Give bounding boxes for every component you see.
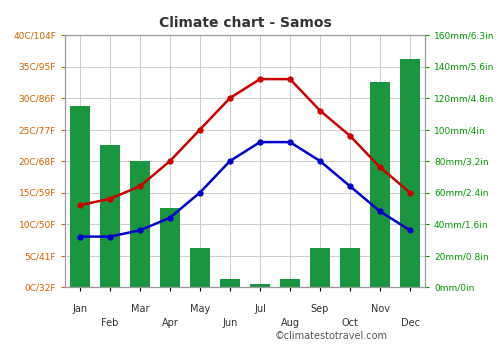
Bar [280, 279, 300, 287]
Text: Jun: Jun [222, 317, 238, 328]
Text: ©climatestotravel.com: ©climatestotravel.com [275, 331, 388, 341]
Text: Jan: Jan [72, 304, 88, 314]
Bar [370, 82, 390, 287]
Text: Apr: Apr [162, 317, 178, 328]
Text: Oct: Oct [342, 317, 358, 328]
Title: Climate chart - Samos: Climate chart - Samos [158, 16, 332, 30]
Text: May: May [190, 304, 210, 314]
Bar [310, 248, 330, 287]
Bar [100, 145, 120, 287]
Bar [70, 106, 90, 287]
Bar [130, 161, 150, 287]
Bar [160, 208, 180, 287]
Text: Sep: Sep [311, 304, 329, 314]
Text: Aug: Aug [280, 317, 299, 328]
Bar [220, 279, 240, 287]
Bar [190, 248, 210, 287]
Text: Dec: Dec [400, 317, 419, 328]
Bar [340, 248, 360, 287]
Bar [400, 58, 420, 287]
Text: Jul: Jul [254, 304, 266, 314]
Text: Mar: Mar [131, 304, 149, 314]
Bar [250, 284, 270, 287]
Text: Nov: Nov [370, 304, 390, 314]
Text: Feb: Feb [102, 317, 118, 328]
